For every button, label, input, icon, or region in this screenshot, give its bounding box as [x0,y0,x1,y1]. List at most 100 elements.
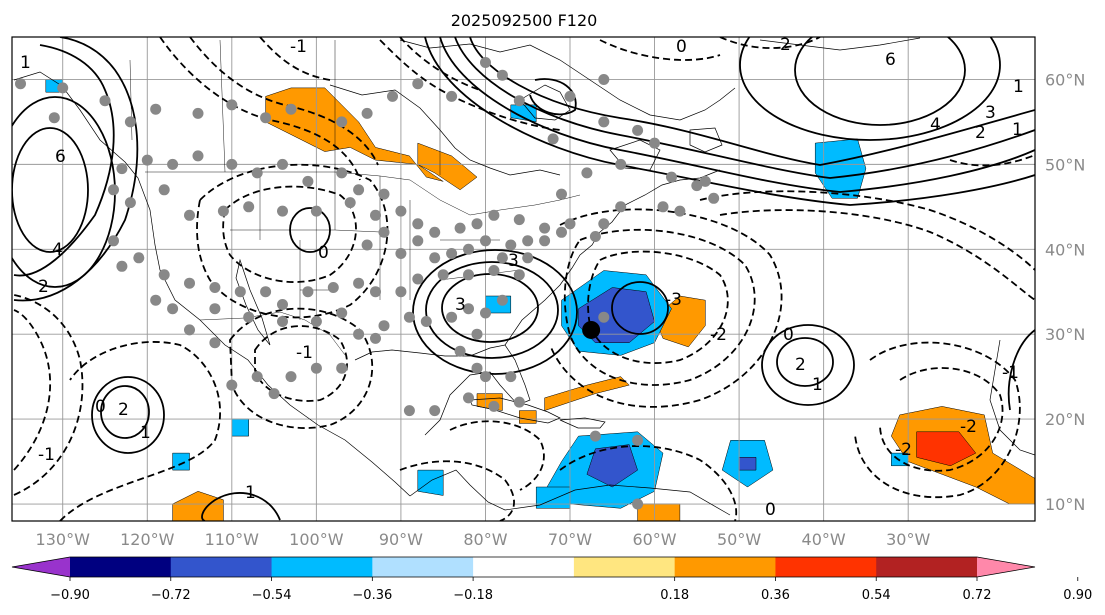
station-marker [124,197,136,209]
station-marker [15,78,26,90]
station-marker [378,320,390,332]
station-marker [699,175,711,187]
station-marker [412,218,424,230]
station-marker [277,299,288,310]
station-marker [403,405,415,417]
station-marker [708,192,720,204]
station-marker [505,239,517,251]
station-marker [522,235,534,247]
contour-label: -2 [960,417,977,437]
station-marker [412,78,424,90]
station-marker [310,316,322,327]
contour-label: 0 [95,397,106,417]
station-marker [429,226,441,238]
dashed-contours [13,37,1035,521]
station-marker [116,260,128,272]
shaded-region [417,469,444,496]
station-marker [167,303,179,315]
station-marker [192,150,204,162]
station-marker [412,235,424,247]
station-marker [302,286,314,298]
colorbar-swatch [271,557,373,577]
contour-label: 1 [140,423,151,443]
station-marker [361,239,373,251]
contour-label: 2 [975,123,986,143]
colorbar-swatch [372,557,474,577]
station-marker [336,116,348,128]
station-marker [302,175,314,187]
lat-tick-label: 50°N [1045,155,1085,174]
colorbar-tick-label: 0.36 [761,588,790,603]
colorbar-tick-label: 0.54 [862,588,891,603]
station-marker [353,184,365,196]
station-marker [522,252,534,264]
contour-label: 1 [20,53,31,73]
station-marker [243,201,255,213]
lat-lon-gridlines [12,37,1035,521]
station-marker [564,218,576,230]
station-marker [251,167,263,179]
station-marker [217,205,229,217]
station-marker [353,328,365,340]
station-marker [192,107,204,119]
station-marker [226,379,238,391]
station-marker [336,167,348,179]
station-marker [471,328,483,340]
shaded-region [265,87,444,182]
station-marker [556,226,567,238]
station-marker [285,371,297,383]
station-marker [463,392,474,404]
colorbar-swatch [70,557,172,577]
station-marker [513,396,525,408]
highlighted-point-marker [582,320,601,339]
lon-tick-label: 100°W [289,530,344,549]
station-marker [395,205,407,217]
station-marker [463,269,474,281]
station-marker [615,201,627,213]
station-marker [277,205,288,217]
colorbar-swatch [573,557,676,577]
station-marker [632,498,644,510]
lat-tick-label: 20°N [1045,410,1085,429]
station-marker [666,171,677,183]
station-marker [141,154,153,166]
shaded-region [535,486,571,509]
station-marker [547,133,559,145]
contour-label: -2 [895,440,912,460]
station-marker [420,316,432,327]
contour-label: 4 [52,240,63,260]
station-marker [589,430,601,442]
contour-label: 3 [985,103,996,123]
lon-tick-label: 90°W [379,530,423,549]
station-marker [632,124,644,136]
colorbar-swatch [775,557,877,577]
station-marker [488,209,500,221]
contour-label: -1 [290,37,307,57]
station-marker [564,90,576,102]
station-marker [488,400,500,412]
station-marker [496,252,508,264]
station-marker [480,57,491,68]
station-marker [209,282,221,293]
contour-label: 0 [783,325,794,345]
shaded-region [417,142,478,191]
station-marker [150,103,162,115]
contour-label: 1 [1013,77,1024,97]
colorbar-swatch [674,557,776,577]
station-marker [336,362,348,374]
station-marker [598,218,610,230]
station-marker [353,277,365,289]
station-marker [361,107,373,119]
shaded-region [172,491,224,521]
lon-tick-label: 130°W [36,530,91,549]
station-marker [539,222,551,234]
station-marker [446,248,458,259]
station-marker [370,209,381,221]
shaded-region [231,418,249,437]
lon-tick-label: 30°W [886,530,930,549]
station-marker [513,95,525,107]
contour-label: 0 [676,37,687,57]
station-marker [344,197,356,209]
station-marker [429,405,441,417]
station-marker [691,180,703,192]
